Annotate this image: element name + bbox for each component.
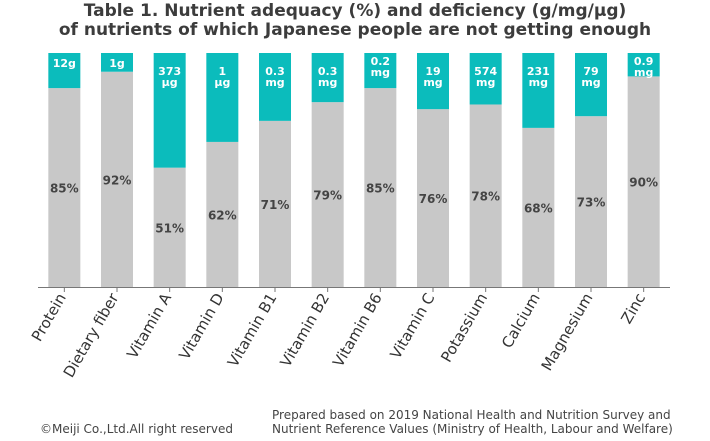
deficiency-label-11-line-2: mg bbox=[581, 76, 600, 89]
deficiency-bar-5 bbox=[259, 53, 291, 121]
deficiency-label-4-line-2: µg bbox=[214, 76, 230, 89]
adequacy-bar-7 bbox=[364, 88, 397, 287]
adequacy-label-10: 68% bbox=[524, 201, 553, 215]
source-line-1: Prepared based on 2019 National Health a… bbox=[272, 408, 671, 422]
deficiency-label-3-line-2: µg bbox=[162, 76, 178, 89]
deficiency-label-6-line-1: 0.3 bbox=[318, 65, 338, 78]
deficiency-bar-3 bbox=[153, 53, 186, 168]
category-label-10: Calcium bbox=[498, 290, 544, 351]
deficiency-label-8-line-1: 19 bbox=[425, 65, 440, 78]
adequacy-label-12: 90% bbox=[629, 176, 658, 190]
category-label-7: Vitamin B6 bbox=[329, 290, 386, 370]
deficiency-label-3-line-1: 373 bbox=[158, 65, 181, 78]
deficiency-label-10-line-2: mg bbox=[529, 76, 548, 89]
category-label-8: Vitamin C bbox=[387, 290, 439, 362]
adequacy-bar-10 bbox=[522, 127, 555, 287]
category-label-3: Vitamin A bbox=[123, 289, 175, 361]
deficiency-bar-4 bbox=[206, 53, 239, 142]
deficiency-bar-2 bbox=[101, 53, 133, 72]
category-label-5: Vitamin B1 bbox=[224, 290, 281, 370]
deficiency-label-12-line-1: 0.9 bbox=[634, 55, 654, 68]
chart-title-line2: of nutrients of which Japanese people ar… bbox=[58, 20, 652, 40]
adequacy-label-7: 85% bbox=[366, 182, 395, 196]
adequacy-label-2: 92% bbox=[103, 173, 132, 187]
adequacy-label-6: 79% bbox=[313, 189, 342, 203]
adequacy-bar-9 bbox=[469, 104, 502, 287]
adequacy-bar-3 bbox=[153, 167, 186, 287]
adequacy-label-4: 62% bbox=[208, 208, 237, 222]
deficiency-bar-9 bbox=[469, 53, 502, 105]
deficiency-label-2-line-1: 1g bbox=[109, 57, 125, 70]
adequacy-label-3: 51% bbox=[155, 221, 184, 235]
deficiency-label-7-line-2: mg bbox=[371, 66, 390, 79]
deficiency-label-6-line-2: mg bbox=[318, 76, 337, 89]
chart-title-line1: Table 1. Nutrient adequacy (%) and defic… bbox=[83, 1, 627, 21]
deficiency-bar-12 bbox=[627, 53, 660, 77]
adequacy-label-8: 76% bbox=[419, 192, 448, 206]
adequacy-bar-6 bbox=[311, 102, 344, 287]
category-label-1: Protein bbox=[28, 290, 70, 345]
category-label-4: Vitamin D bbox=[175, 290, 227, 363]
adequacy-label-11: 73% bbox=[577, 196, 606, 210]
deficiency-label-11-line-1: 79 bbox=[583, 65, 598, 78]
adequacy-bar-4 bbox=[206, 141, 239, 287]
category-label-9: Potassium bbox=[437, 290, 491, 365]
category-label-2: Dietary fiber bbox=[60, 289, 123, 380]
deficiency-bar-10 bbox=[522, 53, 555, 128]
deficiency-label-4-line-1: 1 bbox=[219, 65, 227, 78]
copyright-note: ©Meiji Co.,Ltd.All right reserved bbox=[40, 422, 233, 436]
deficiency-bar-7 bbox=[364, 53, 397, 89]
deficiency-label-10-line-1: 231 bbox=[527, 65, 550, 78]
deficiency-label-9-line-1: 574 bbox=[474, 65, 497, 78]
deficiency-label-5-line-1: 0.3 bbox=[265, 65, 285, 78]
deficiency-bar-11 bbox=[575, 53, 607, 117]
deficiency-label-5-line-2: mg bbox=[265, 76, 284, 89]
adequacy-label-9: 78% bbox=[471, 190, 500, 204]
source-line-2: Nutrient Reference Values (Ministry of H… bbox=[272, 422, 673, 436]
deficiency-label-8-line-2: mg bbox=[423, 76, 442, 89]
category-label-6: Vitamin B2 bbox=[277, 290, 334, 370]
source-note: Prepared based on 2019 National Health a… bbox=[272, 408, 673, 436]
adequacy-bar-8 bbox=[417, 109, 449, 287]
deficiency-label-12-line-2: mg bbox=[634, 66, 653, 79]
adequacy-bar-11 bbox=[575, 116, 607, 288]
adequacy-bar-1 bbox=[48, 88, 81, 287]
deficiency-label-1-line-1: 12g bbox=[53, 57, 76, 70]
adequacy-bar-2 bbox=[101, 71, 133, 287]
deficiency-bar-6 bbox=[311, 53, 344, 103]
adequacy-label-5: 71% bbox=[261, 198, 290, 212]
deficiency-bar-1 bbox=[48, 53, 81, 89]
deficiency-label-9-line-2: mg bbox=[476, 76, 495, 89]
category-label-12: Zinc bbox=[617, 290, 649, 327]
deficiency-label-7-line-1: 0.2 bbox=[371, 55, 391, 68]
adequacy-bar-12 bbox=[627, 76, 660, 288]
adequacy-label-1: 85% bbox=[50, 182, 79, 196]
category-label-11: Magnesium bbox=[538, 290, 597, 374]
adequacy-bar-5 bbox=[259, 120, 291, 287]
deficiency-bar-8 bbox=[417, 53, 449, 110]
